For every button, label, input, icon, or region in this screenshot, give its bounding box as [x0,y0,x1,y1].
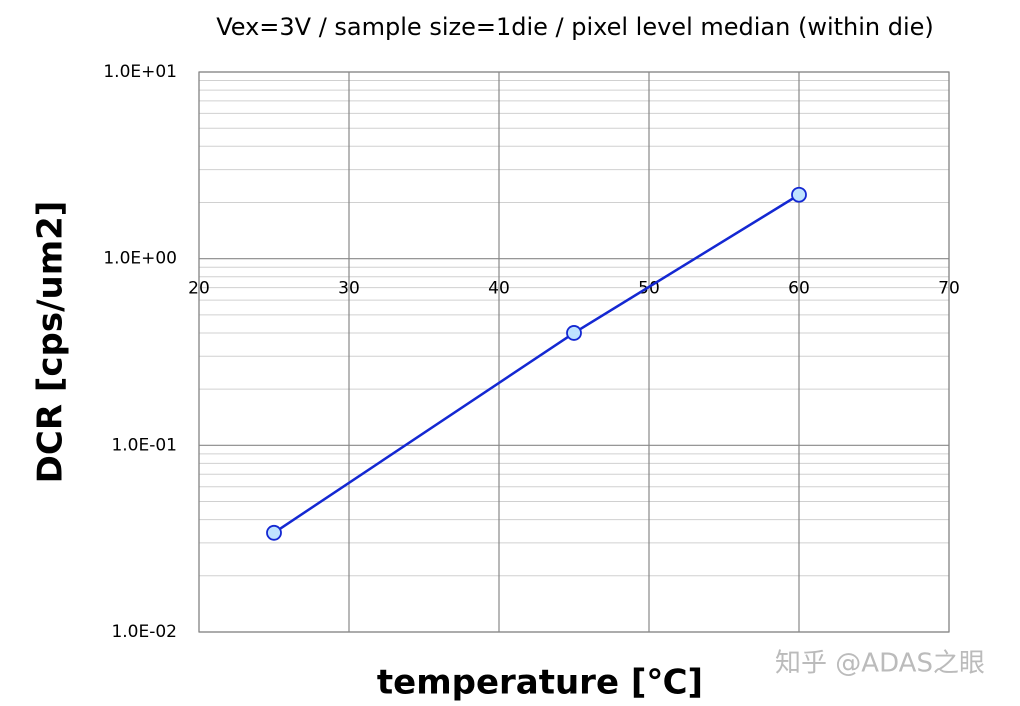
y-tick-label: 1.0E+00 [103,249,177,269]
plot-border [198,71,950,633]
x-axis-label: temperature [℃] [377,663,703,703]
y-tick-label: 1.0E-02 [111,622,177,642]
chart-title: Vex=3V / sample size=1die / pixel level … [216,13,934,41]
data-line [273,193,800,534]
data-point [791,186,807,203]
data-point [566,325,582,341]
y-tick-label: 1.0E-01 [111,435,177,455]
y-axis-label: DCR [cps/um2] [31,201,71,484]
x-tick-label: 40 [488,279,510,299]
x-tick-label: 30 [338,279,360,299]
watermark: 知乎 @ADAS之眼 [775,649,985,679]
data-point [266,524,282,541]
y-tick-label: 1.0E+01 [103,62,177,82]
x-tick-label: 60 [788,279,810,299]
